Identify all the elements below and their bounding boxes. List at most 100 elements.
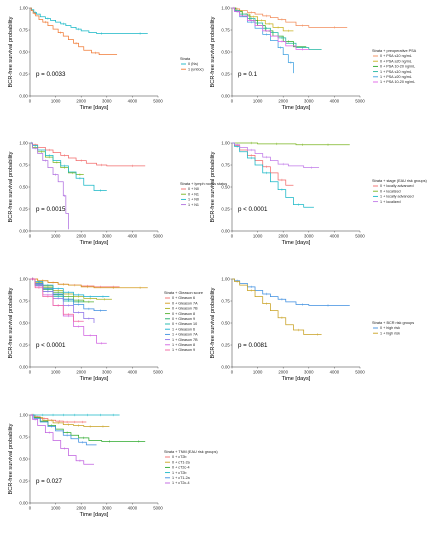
x-tick-label: 5000 [153,370,163,375]
x-tick-label: 1000 [253,234,263,239]
p-value-label: p = 0.0081 [238,342,268,349]
survival-curve-6 [30,414,94,465]
x-axis-label: Time [days] [282,105,311,111]
survival-curve-9 [30,278,95,323]
survival-curve-2 [30,278,148,289]
y-tick-label: 0.75 [19,299,28,304]
y-tick-label: 0.75 [19,163,28,168]
y-axis-label: BCR-free survival probability [8,151,14,222]
y-tick-label: 1.00 [19,413,28,418]
p-value-label: p < 0.0001 [36,342,66,349]
y-tick-label: 0.50 [221,50,230,55]
legend-entry: 1 + Gleason 6 [172,327,195,331]
legend-entry: 0 + cT1-2a [172,460,191,464]
y-tick-label: 1.00 [19,277,28,282]
y-tick-label: 0.00 [19,229,28,234]
legend-entry: 0 + localized [380,189,401,193]
x-tick-label: 3000 [304,99,314,104]
y-tick-label: 0.00 [221,229,230,234]
y-tick-label: 0.25 [19,479,28,484]
y-tick-label: 0.00 [221,94,230,99]
y-tick-label: 0.75 [19,28,28,33]
y-tick-label: 0.00 [19,501,28,506]
legend-entry: 1 + high risk [380,331,400,335]
survival-curve-1 [30,142,146,167]
x-tick-label: 1000 [51,506,61,511]
x-tick-label: 3000 [102,99,112,104]
legend-entry: 1 + PSA ≤10 ng/mL [380,70,412,74]
x-tick-label: 3000 [304,370,314,375]
legend-entry: 1 + Gleason 8 [172,343,195,347]
x-tick-label: 0 [231,234,234,239]
km-panel-5: 0.00 0.25 0.50 0.75 1.00 0 1000 2000 3000 4000 500… [8,277,203,383]
x-axis-label: Time [days] [80,105,109,111]
y-tick-label: 0.25 [19,207,28,212]
legend-entry: 1 + cT1-2a [172,476,191,480]
legend-entry: 0 + PSA ≥20 ng/mL [380,59,412,63]
km-panel-3: 0.00 0.25 0.50 0.75 1.00 0 1000 2000 3000 4000 500… [8,141,227,247]
y-tick-label: 0.75 [221,299,230,304]
survival-curve-3 [30,278,112,300]
y-tick-label: 0.50 [19,321,28,326]
legend-entry: 1 + cT2b [172,471,186,475]
legend-entry: 0 + N1 [188,192,199,196]
y-tick-label: 1.00 [221,277,230,282]
x-tick-label: 4000 [128,506,138,511]
y-tick-label: 1.00 [19,141,28,146]
y-axis-label: BCR-free survival probability [8,16,14,87]
legend-entry: 0 + high risk [380,326,400,330]
survival-curve-4 [232,7,322,50]
p-value-label: p = 0.0015 [36,206,66,213]
x-tick-label: 5000 [153,506,163,511]
x-tick-label: 2000 [76,506,86,511]
survival-curve-11 [30,278,84,322]
legend-entry: 0 + PSA ≤10 ng/mL [380,54,412,58]
legend-entry: 1 + N0 [188,198,199,202]
legend-entry: 1 + PSA 10-20 ng/mL [380,80,415,84]
x-tick-label: 0 [29,234,32,239]
y-tick-label: 1.00 [221,141,230,146]
km-panel-1: 0.00 0.25 0.50 0.75 1.00 0 1000 2000 3000 4000 500… [8,6,204,112]
x-tick-label: 4000 [330,234,340,239]
y-tick-label: 0.25 [221,72,230,77]
y-axis-label: BCR-free survival probability [8,423,14,494]
y-tick-label: 0.00 [19,94,28,99]
survival-curve-3 [232,142,314,208]
legend-entry: 1 + Gleason 9 [172,348,195,352]
x-tick-label: 5000 [355,99,365,104]
y-tick-label: 0.50 [19,50,28,55]
survival-curve-10 [30,278,107,344]
x-tick-label: 3000 [102,234,112,239]
x-tick-label: 1000 [51,99,61,104]
x-tick-label: 5000 [153,99,163,104]
km-panel-7: 0.00 0.25 0.50 0.75 1.00 0 1000 2000 3000 4000 500… [8,413,218,519]
survival-curve-2 [30,7,118,56]
legend-entry: 0 + locally advanced [380,184,414,188]
x-tick-label: 4000 [330,99,340,104]
y-axis-label: BCR-free survival probability [210,287,216,358]
survival-curve-1 [30,7,148,34]
y-tick-label: 0.25 [221,207,230,212]
x-tick-label: 1000 [253,370,263,375]
x-tick-label: 2000 [278,99,288,104]
legend-title: Strata [180,57,191,61]
y-axis-label: BCR-free survival probability [210,151,216,222]
x-tick-label: 1000 [51,234,61,239]
p-value-label: p = 0.1 [238,71,258,78]
survival-curve-3 [30,414,146,442]
legend-entry: 1 + Gleason 7B [172,338,198,342]
y-tick-label: 0.75 [221,163,230,168]
km-panel-6: 0.00 0.25 0.50 0.75 1.00 0 1000 2000 3000 4000 500… [210,277,414,383]
y-tick-label: 1.00 [19,6,28,11]
x-tick-label: 1000 [51,370,61,375]
survival-curve-2 [232,278,322,335]
x-tick-label: 4000 [128,99,138,104]
legend-entry: 1 + localized [380,200,401,204]
survival-curve-4 [30,142,69,230]
y-tick-label: 0.25 [19,343,28,348]
survival-curve-1 [232,278,350,306]
p-value-label: p = 0.027 [36,478,63,485]
x-tick-label: 4000 [128,234,138,239]
y-tick-label: 0.25 [221,343,230,348]
x-axis-label: Time [days] [282,240,311,246]
